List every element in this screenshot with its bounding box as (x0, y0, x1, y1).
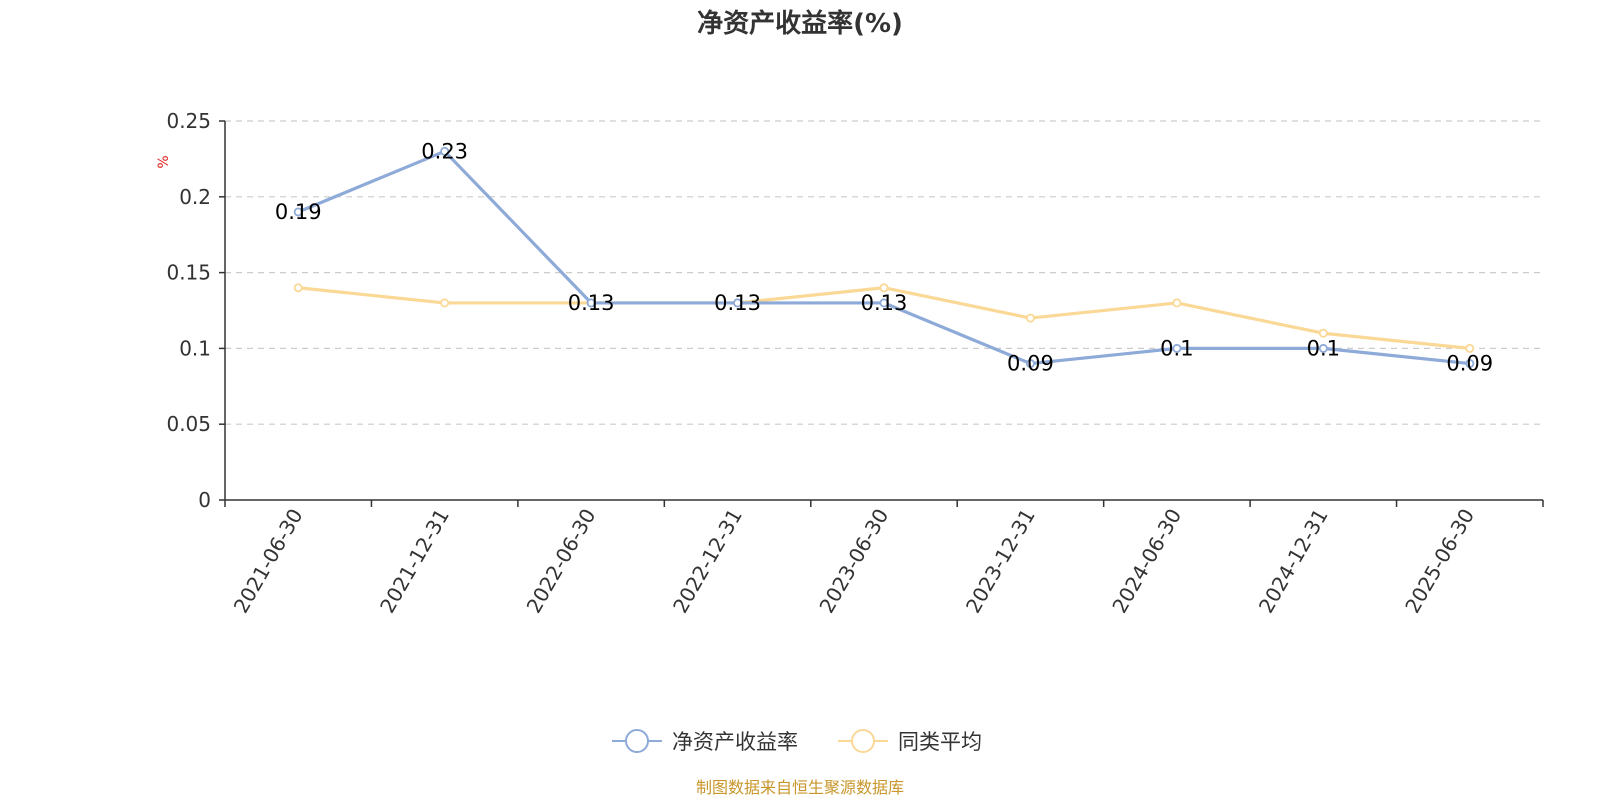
x-tick-label: 2023-12-31 (961, 505, 1040, 618)
axes: 0 0.05 0.1 0.15 0.2 0.25 2021-06-30 2021-12-31 2… (166, 109, 1544, 618)
data-point[interactable] (1172, 343, 1182, 353)
x-tick-label: 2024-06-30 (1107, 505, 1186, 618)
x-tick-label: 2022-12-31 (668, 505, 747, 618)
data-label: 0.09 (1007, 352, 1054, 376)
y-tick-label: 0.2 (179, 185, 211, 209)
legend[interactable]: 净资产收益率 同类平均 (612, 729, 982, 754)
data-label: 0.09 (1446, 352, 1493, 376)
data-point[interactable] (1025, 359, 1035, 369)
chart-title: 净资产收益率(%) (697, 8, 903, 39)
data-point[interactable] (879, 283, 889, 293)
x-tick-label: 2022-06-30 (522, 505, 601, 618)
grid-lines (225, 120, 1543, 425)
data-point[interactable] (1465, 359, 1475, 369)
legend-item[interactable]: 同类平均 (838, 729, 982, 754)
legend-marker-icon (625, 729, 649, 753)
y-tick-label: 0.1 (179, 336, 211, 360)
data-labels: 0.19 0.23 0.13 0.13 0.13 0.09 0.1 0.1 0.09 (275, 139, 1493, 375)
y-axis-unit-label: % (156, 155, 172, 168)
legend-label: 净资产收益率 (672, 730, 798, 754)
y-tick-label: 0.05 (166, 412, 211, 436)
legend-label: 同类平均 (898, 730, 982, 754)
data-point[interactable] (440, 298, 450, 308)
x-tick-label: 2025-06-30 (1400, 505, 1479, 618)
data-label: 0.13 (714, 291, 761, 315)
legend-item[interactable]: 净资产收益率 (612, 729, 798, 754)
data-point[interactable] (1025, 313, 1035, 323)
data-point[interactable] (1465, 343, 1475, 353)
x-tick-label: 2023-06-30 (814, 505, 893, 618)
data-point[interactable] (293, 283, 303, 293)
x-tick-label: 2021-12-31 (375, 505, 454, 618)
legend-marker-icon (851, 729, 875, 753)
data-point[interactable] (1318, 343, 1328, 353)
data-label: 0.13 (568, 291, 615, 315)
data-point[interactable] (879, 298, 889, 308)
data-label: 0.13 (861, 291, 908, 315)
y-tick-label: 0 (198, 488, 211, 512)
data-label: 0.19 (275, 200, 322, 224)
data-point[interactable] (1318, 328, 1328, 338)
data-point[interactable] (440, 146, 450, 156)
data-label: 0.23 (421, 139, 468, 163)
x-tick-label: 2024-12-31 (1254, 505, 1333, 618)
source-note: 制图数据来自恒生聚源数据库 (696, 778, 904, 797)
y-tick-label: 0.15 (166, 261, 211, 285)
data-point[interactable] (733, 298, 743, 308)
y-tick-label: 0.25 (166, 109, 211, 133)
series-lines (293, 146, 1475, 369)
data-point[interactable] (586, 298, 596, 308)
data-point[interactable] (1172, 298, 1182, 308)
x-tick-label: 2021-06-30 (229, 505, 308, 618)
data-label: 0.1 (1307, 336, 1340, 360)
data-label: 0.1 (1160, 336, 1193, 360)
data-point[interactable] (293, 207, 303, 217)
series-line (297, 149, 1470, 366)
